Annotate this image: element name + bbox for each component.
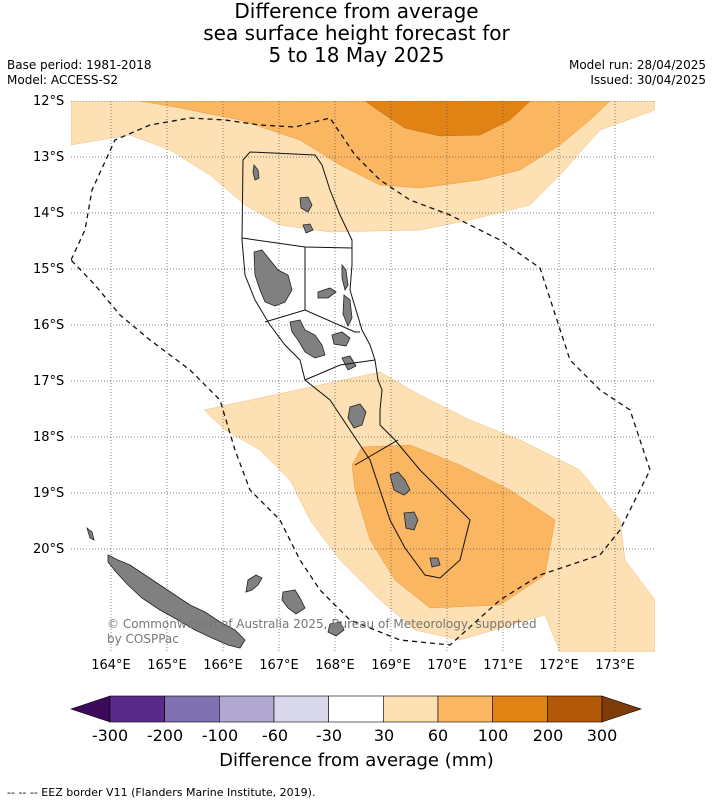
erromango-island bbox=[389, 471, 411, 496]
eez-legend-note: -- -- -- EEZ border V11 (Flanders Marine… bbox=[7, 786, 316, 799]
province-line-3 bbox=[264, 309, 360, 333]
colorbar-title: Difference from average (mm) bbox=[219, 750, 494, 771]
ambrym-island bbox=[331, 331, 351, 347]
colorbar-tick-label: -200 bbox=[146, 726, 184, 745]
colorbar-tick-label: 200 bbox=[532, 726, 564, 745]
efate-island bbox=[347, 403, 367, 429]
lat-label-13s: 13°S bbox=[33, 150, 65, 165]
colorbar-extend-high bbox=[601, 695, 642, 723]
meta-left: Base period: 1981-2018 Model: ACCESS-S2 bbox=[7, 58, 152, 88]
title-line-3: 5 to 18 May 2025 bbox=[268, 43, 445, 67]
lon-label-171e: 171°E bbox=[483, 658, 523, 673]
lat-label-12s: 12°S bbox=[33, 94, 65, 109]
copyright-notice: © Commonwealth of Australia 2025, Bureau… bbox=[107, 617, 537, 647]
belep-island bbox=[86, 526, 95, 541]
colorbar bbox=[70, 695, 642, 723]
maewo-island bbox=[341, 263, 349, 292]
colorbar-segment bbox=[273, 695, 329, 723]
lon-label-164e: 164°E bbox=[91, 658, 131, 673]
colorbar-tick-label: -30 bbox=[315, 726, 343, 745]
colorbar-segment bbox=[437, 695, 493, 723]
province-outline bbox=[241, 151, 471, 579]
title-line-2: sea surface height forecast for bbox=[203, 21, 510, 45]
lat-label-20s: 20°S bbox=[33, 542, 65, 557]
colorbar-tick-label: 100 bbox=[477, 726, 509, 745]
copyright-line-2: by COSPPac bbox=[107, 632, 179, 646]
espiritu-santo bbox=[253, 249, 293, 307]
lat-label-15s: 15°S bbox=[33, 262, 65, 277]
colorbar-extend-low bbox=[70, 695, 111, 723]
issued-text: Issued: 30/04/2025 bbox=[590, 73, 706, 87]
province-line-1 bbox=[241, 237, 353, 249]
copyright-line-1: © Commonwealth of Australia 2025, Bureau… bbox=[107, 617, 537, 631]
eez-border bbox=[71, 117, 651, 646]
colorbar-tick-label: 30 bbox=[373, 726, 395, 745]
colorbar-segment bbox=[164, 695, 220, 723]
lat-label-14s: 14°S bbox=[33, 206, 65, 221]
aneityum-island bbox=[429, 557, 441, 568]
banks-island bbox=[299, 196, 313, 213]
colorbar-segment bbox=[219, 695, 275, 723]
colorbar-tick-label: 60 bbox=[427, 726, 449, 745]
lat-label-19s: 19°S bbox=[33, 486, 65, 501]
colorbar-tick-label: -300 bbox=[91, 726, 129, 745]
pentecost-island bbox=[342, 294, 353, 327]
province-line-4 bbox=[304, 359, 376, 381]
colorbar-tick-label: -100 bbox=[201, 726, 239, 745]
lat-label-17s: 17°S bbox=[33, 374, 65, 389]
map-area bbox=[71, 101, 655, 652]
tanna-island bbox=[403, 511, 419, 531]
gaua-island bbox=[302, 223, 314, 234]
lon-label-165e: 165°E bbox=[147, 658, 187, 673]
province-boundaries bbox=[241, 151, 471, 579]
province-line-5 bbox=[354, 439, 399, 466]
colorbar-tick-label: -60 bbox=[261, 726, 289, 745]
model-run-text: Model run: 28/04/2025 bbox=[568, 58, 706, 72]
chart-title: Difference from average sea surface heig… bbox=[0, 0, 713, 66]
colorbar-segment bbox=[492, 695, 548, 723]
colorbar-segment bbox=[383, 695, 439, 723]
loyalty-island-1 bbox=[245, 574, 263, 593]
lon-label-166e: 166°E bbox=[203, 658, 243, 673]
colorbar-segment bbox=[547, 695, 603, 723]
lon-label-169e: 169°E bbox=[371, 658, 411, 673]
loyalty-island-3 bbox=[327, 621, 345, 637]
meta-right: Model run: 28/04/2025 Issued: 30/04/2025 bbox=[569, 58, 706, 88]
lon-label-170e: 170°E bbox=[427, 658, 467, 673]
colorbar-tick-label: 300 bbox=[586, 726, 618, 745]
torres-island bbox=[252, 164, 260, 181]
model-text: Model: ACCESS-S2 bbox=[7, 73, 119, 87]
lat-label-18s: 18°S bbox=[33, 430, 65, 445]
lat-label-16s: 16°S bbox=[33, 318, 65, 333]
lon-label-168e: 168°E bbox=[315, 658, 355, 673]
lon-label-167e: 167°E bbox=[259, 658, 299, 673]
base-period-text: Base period: 1981-2018 bbox=[7, 58, 152, 72]
lon-label-172e: 172°E bbox=[539, 658, 579, 673]
ambae-island bbox=[317, 287, 337, 299]
colorbar-segment bbox=[328, 695, 384, 723]
new-caledonia-land bbox=[107, 554, 246, 649]
loyalty-island-2 bbox=[281, 589, 306, 615]
malekula-island bbox=[289, 319, 326, 359]
land-masses bbox=[86, 164, 441, 649]
lon-label-173e: 173°E bbox=[595, 658, 635, 673]
title-line-1: Difference from average bbox=[234, 0, 479, 23]
colorbar-segment bbox=[109, 695, 165, 723]
anomaly-100-200-north bbox=[364, 101, 531, 137]
epi-island bbox=[341, 355, 357, 371]
